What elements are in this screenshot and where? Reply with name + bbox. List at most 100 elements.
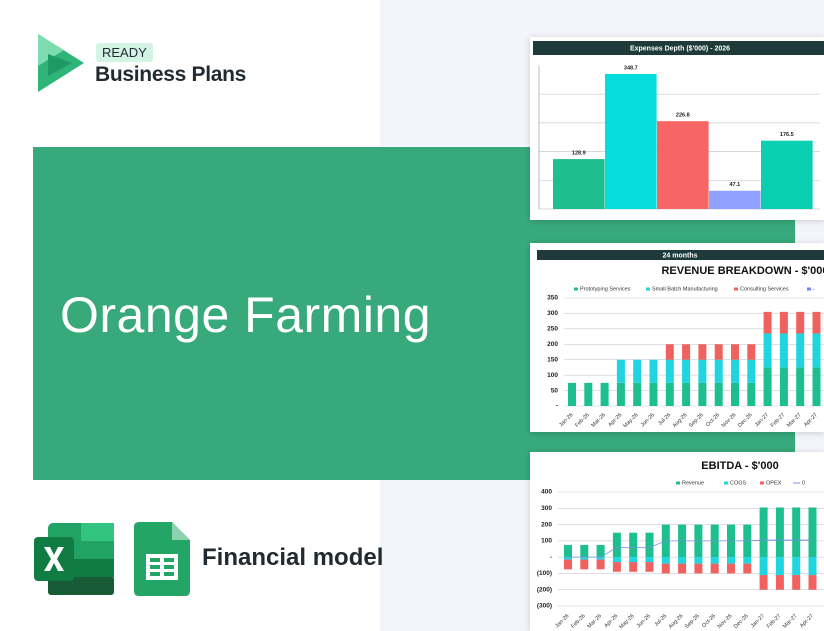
bar-segment (808, 557, 817, 576)
y-tick-label: 250 (547, 326, 558, 333)
y-tick-label: 200 (541, 521, 552, 528)
x-tick-label: Jan-26 (554, 613, 570, 629)
bar-segment (763, 367, 772, 406)
x-tick-label: Dec-26 (737, 412, 754, 429)
x-tick-label: Nov-26 (721, 412, 738, 429)
chart-panel: Expenses Depth ($'000) - 2026 128.9 348.7 2… (530, 37, 824, 220)
chart: Expenses Depth ($'000) - 2026 128.9 348.7 2… (533, 41, 824, 210)
bar-segment (759, 557, 768, 576)
bar-segment (580, 557, 589, 560)
excel-icon (34, 523, 114, 595)
bar-segment (775, 575, 784, 590)
y-tick-label: - (550, 554, 552, 561)
y-tick-label: (100) (537, 570, 552, 577)
bar-segment (682, 359, 691, 383)
x-tick-label: Apr-26 (603, 613, 619, 629)
bar-segment (731, 344, 739, 360)
bar-segment (796, 311, 805, 334)
y-tick-label: 350 (547, 295, 558, 302)
bar-segment (629, 532, 638, 558)
bar-segment (694, 557, 703, 564)
bar-segment (710, 563, 719, 574)
legend-label: COGS (730, 480, 747, 486)
legend-label: - (813, 286, 815, 292)
legend-swatch (646, 287, 650, 291)
bar-segment (564, 559, 572, 570)
brand-badge: READY (96, 43, 153, 62)
bar-segment (682, 344, 691, 360)
bar-segment (775, 507, 784, 558)
x-tick-label: Feb-26 (574, 412, 591, 429)
x-tick-label: Mar-27 (782, 613, 799, 630)
bar (553, 159, 605, 209)
bar-segment (747, 359, 756, 383)
x-tick-label: Jun-26 (636, 613, 652, 629)
bar-segment (779, 333, 788, 368)
bar-segment (661, 557, 670, 564)
legend-label: Small Batch Manufacturing (652, 286, 718, 292)
chart-header (533, 41, 824, 55)
x-tick-label: Mar-26 (590, 412, 607, 429)
x-tick-label: May-26 (622, 412, 639, 429)
logo (38, 34, 84, 92)
y-tick-label: 300 (541, 505, 552, 512)
chart-header (537, 250, 824, 260)
y-tick-label: 50 (551, 387, 559, 394)
bar-segment (812, 367, 821, 406)
legend-label: Prototyping Services (580, 286, 631, 292)
x-tick-label: Aug-26 (672, 412, 689, 429)
bar-segment (580, 544, 589, 558)
bar-segment (596, 559, 605, 570)
x-tick-label: Sep-26 (688, 412, 705, 429)
chart-title: REVENUE BREAKDOWN - $'000 (661, 265, 824, 277)
bar-segment (629, 562, 638, 572)
legend-swatch (734, 287, 738, 291)
bar-segment (796, 333, 805, 368)
bar-segment (612, 532, 621, 558)
y-tick-label: (200) (537, 586, 552, 593)
bar-segment (779, 311, 788, 334)
x-tick-label: Feb-27 (770, 412, 787, 429)
y-tick-label: 300 (547, 310, 558, 317)
x-tick-label: May-26 (618, 613, 635, 630)
bar-segment (568, 382, 576, 406)
bar-segment (682, 382, 691, 406)
bar-segment (792, 507, 801, 558)
chart-title: Expenses Depth ($'000) - 2026 (630, 45, 730, 52)
x-tick-label: Jan-27 (754, 412, 770, 428)
data-label: 176.5 (780, 132, 794, 138)
x-tick-label: Aug-26 (668, 613, 685, 630)
page-subtitle: Financial model (202, 544, 384, 571)
data-label: 348.7 (624, 65, 638, 71)
bar-segment (629, 557, 638, 563)
x-tick-label: Nov-26 (717, 613, 734, 630)
legend-swatch (676, 481, 680, 485)
chart-title: EBITDA - $'000 (701, 460, 778, 472)
x-tick-label: Jan-27 (750, 613, 766, 629)
x-tick-label: Apr-27 (803, 412, 819, 428)
bar-segment (792, 557, 801, 576)
bar-segment (759, 507, 768, 558)
bar-segment (616, 359, 625, 383)
legend-label: OPEX (766, 480, 782, 486)
chart: 24 months REVENUE BREAKDOWN - $'000 Protot… (537, 250, 824, 429)
y-tick-label: 200 (547, 341, 558, 348)
bar-segment (796, 367, 805, 406)
bar-segment (808, 575, 817, 590)
legend-label: Revenue (682, 480, 704, 486)
chart-banner: 24 months (662, 252, 697, 259)
bar-segment (763, 333, 772, 368)
bar-segment (612, 557, 621, 563)
bar-segment (698, 344, 707, 360)
chart-panel: EBITDA - $'000 Revenue COGS OPEX 0 400 300 200 1… (530, 452, 824, 631)
bar-segment (714, 344, 723, 360)
bar-segment (710, 557, 719, 564)
bar-segment (731, 382, 739, 406)
bar-segment (612, 562, 621, 572)
bar-segment (645, 562, 654, 572)
chart-panel: 24 months REVENUE BREAKDOWN - $'000 Protot… (530, 243, 824, 432)
x-tick-label: Feb-27 (766, 613, 783, 630)
x-tick-label: Mar-27 (786, 412, 803, 429)
bar-segment (731, 359, 739, 383)
